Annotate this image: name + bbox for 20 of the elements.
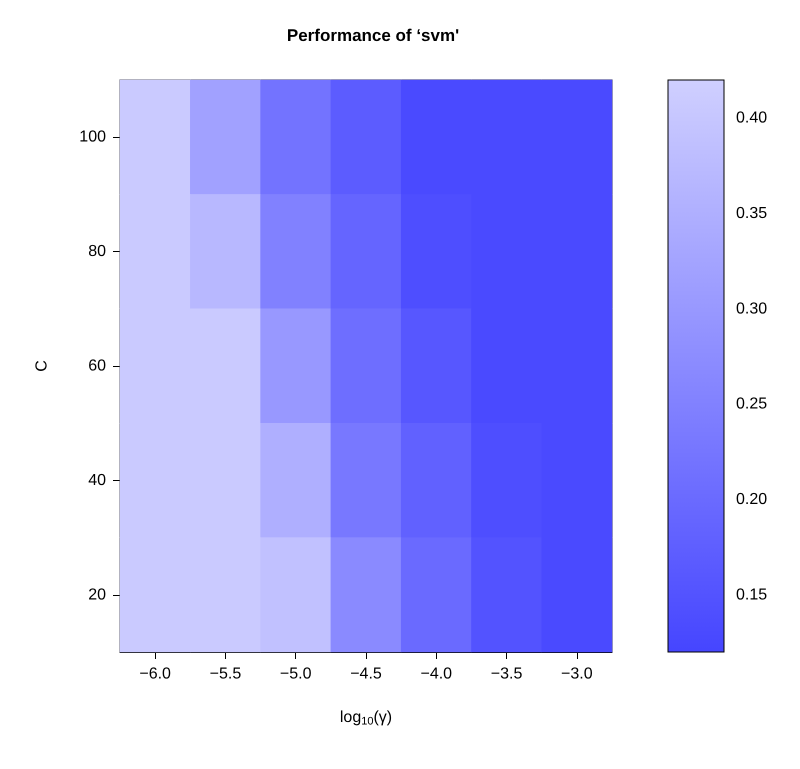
color-bar-label: 0.35 — [736, 204, 768, 222]
y-tick-label: 40 — [88, 472, 106, 489]
y-axis-title: C — [34, 360, 50, 372]
chart-title: Performance of ‘svm' — [286, 26, 460, 45]
x-tick-label: −4.5 — [350, 666, 382, 682]
y-tick-label: 20 — [88, 586, 106, 604]
color-bar-label: 0.15 — [736, 586, 768, 604]
color-bar-label: 0.25 — [736, 396, 768, 413]
x-tick-label: −4.0 — [420, 666, 452, 682]
x-tick-label: −6.0 — [139, 666, 172, 682]
color-bar-label: 0.30 — [736, 300, 768, 318]
y-tick-label: 80 — [88, 243, 106, 260]
x-tick-label: −5.0 — [280, 666, 312, 682]
y-tick-label: 60 — [88, 358, 106, 374]
x-tick-label: −5.5 — [210, 666, 242, 682]
x-tick-label: −3.5 — [490, 666, 522, 682]
color-bar-label: 0.20 — [736, 490, 768, 508]
y-tick-label: 100 — [79, 128, 106, 146]
x-tick-label: −3.0 — [561, 666, 593, 682]
color-bar-label: 0.40 — [736, 110, 768, 127]
